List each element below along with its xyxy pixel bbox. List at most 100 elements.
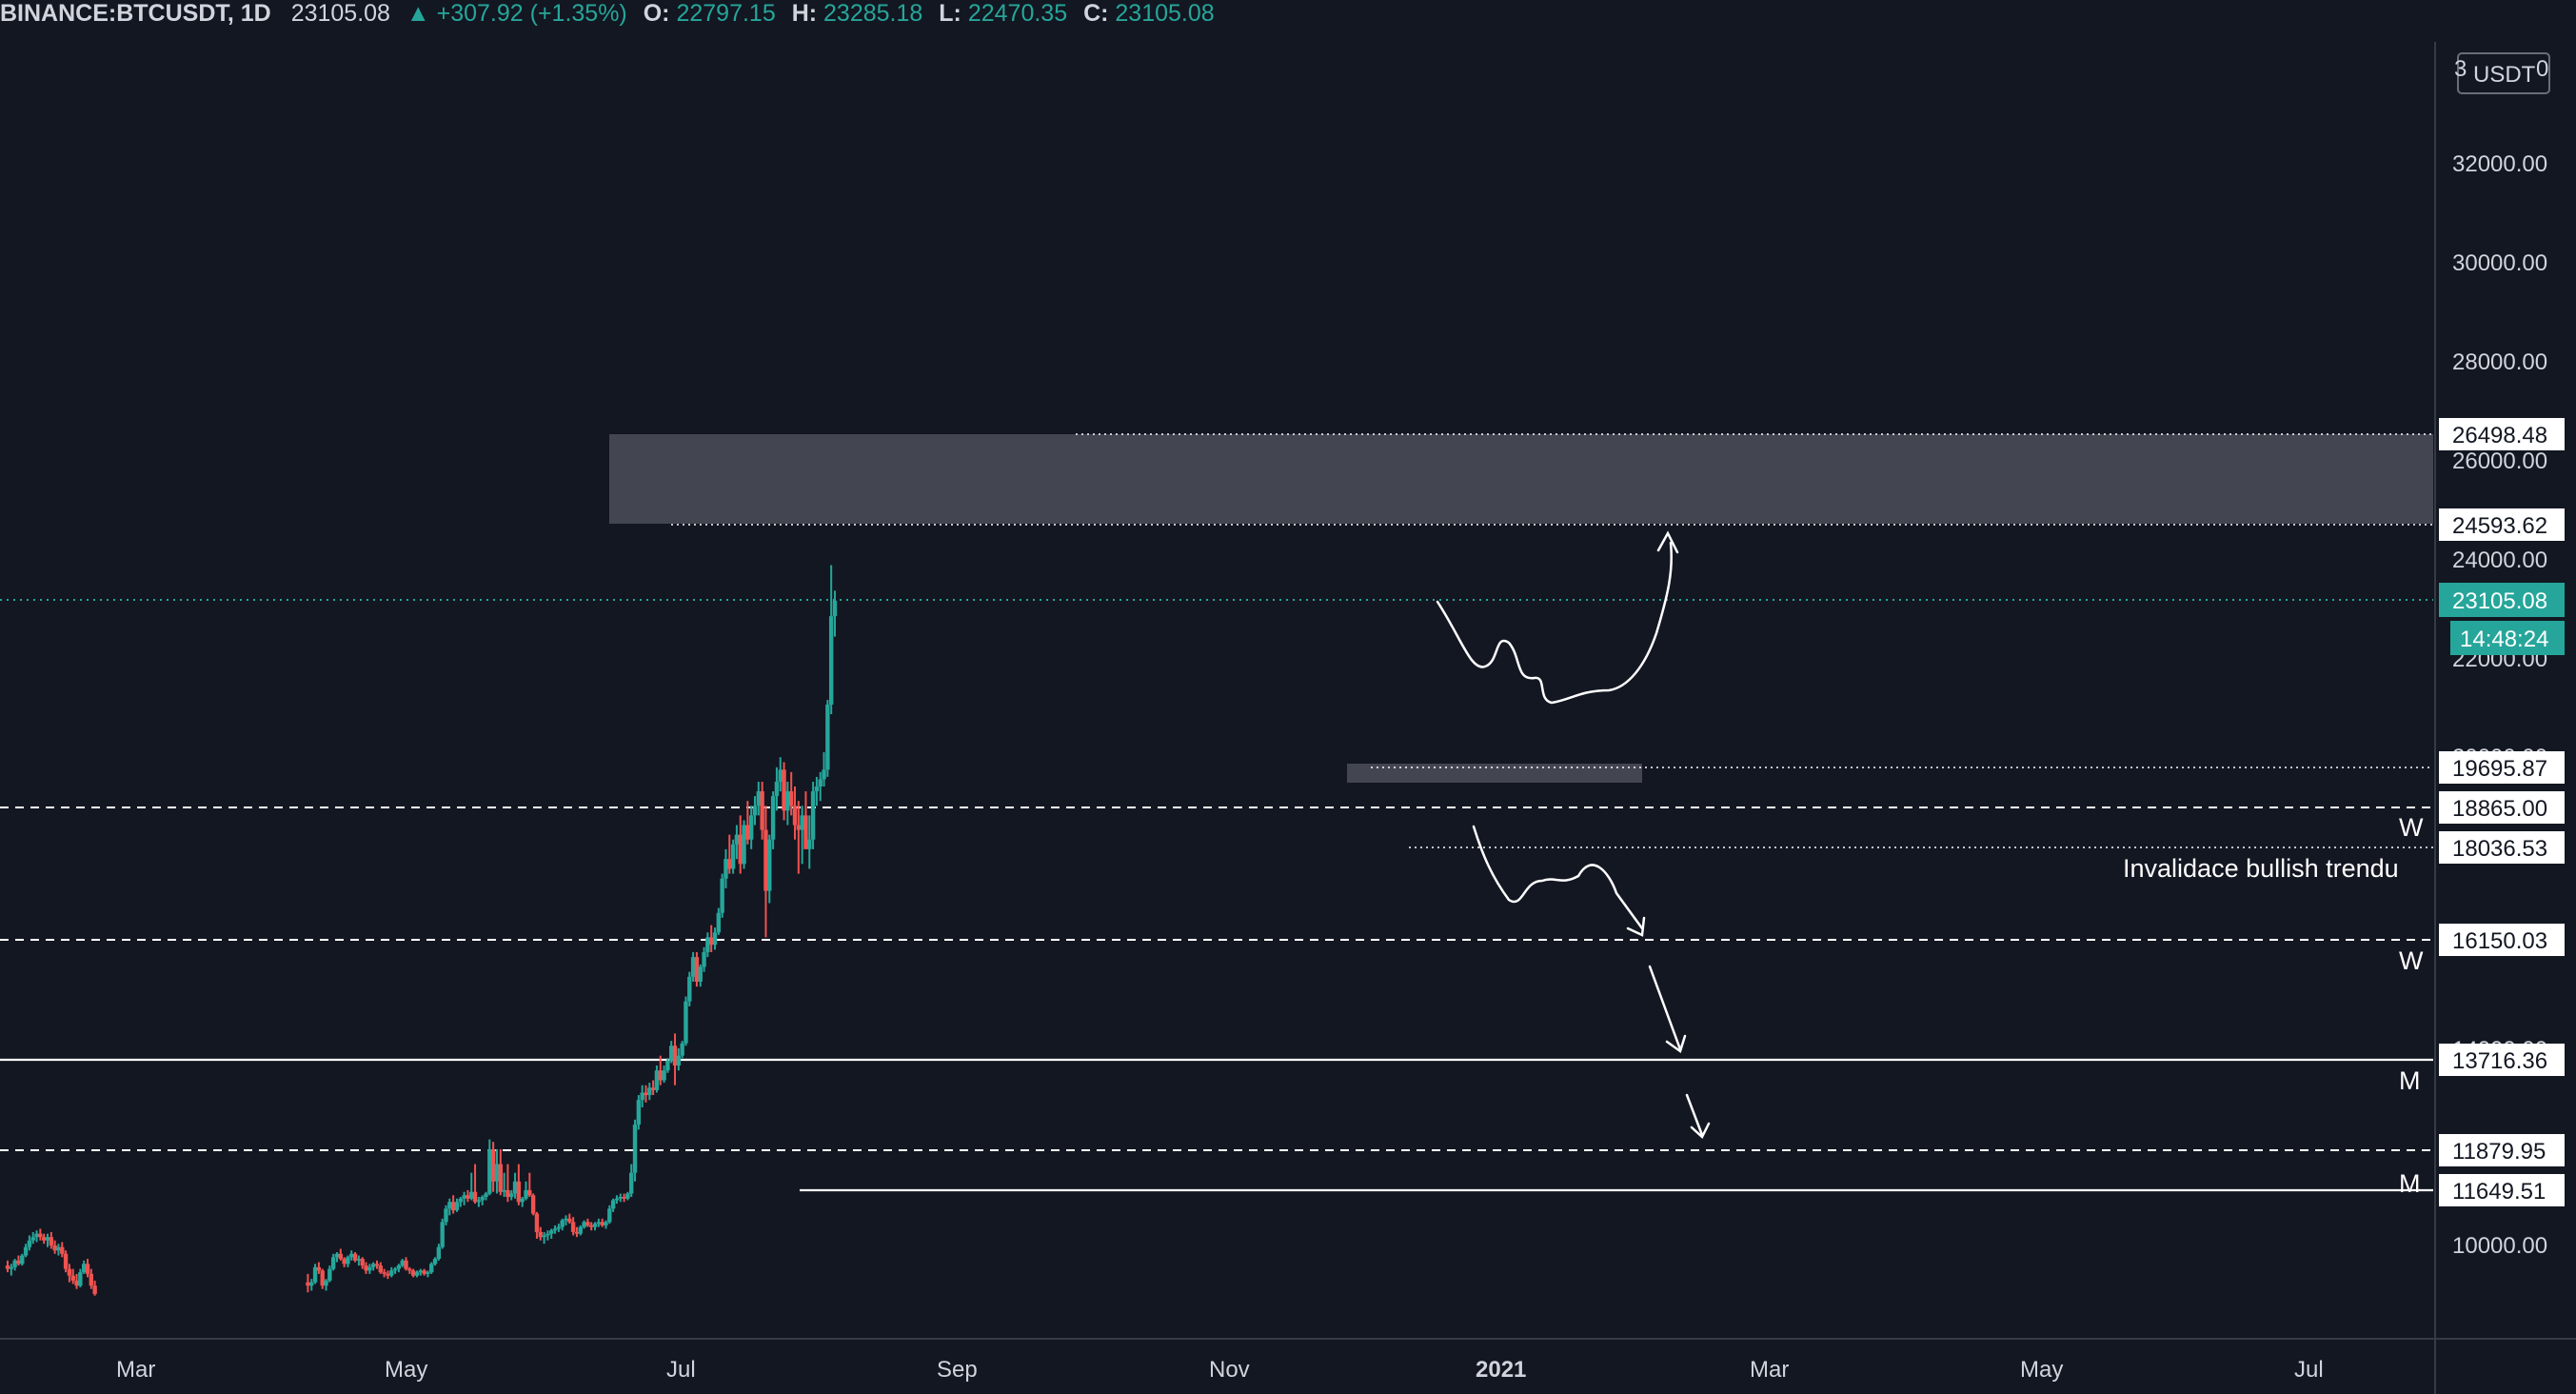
candle-body bbox=[52, 1245, 57, 1251]
candle-body bbox=[67, 1268, 72, 1276]
candle-body bbox=[487, 1148, 492, 1194]
candle-body bbox=[324, 1280, 328, 1286]
candle-body bbox=[560, 1220, 565, 1227]
candle-body bbox=[20, 1255, 25, 1265]
candle-body bbox=[662, 1070, 666, 1081]
candle-body bbox=[578, 1226, 583, 1234]
candle-body bbox=[669, 1046, 674, 1061]
candle-body bbox=[454, 1202, 460, 1211]
candle-body bbox=[604, 1222, 608, 1225]
candle-body bbox=[658, 1070, 663, 1081]
candle-body bbox=[748, 815, 754, 840]
candle-body bbox=[665, 1060, 670, 1071]
level-tag-m1: M bbox=[2399, 1066, 2421, 1095]
currency-button[interactable]: USDT bbox=[2473, 62, 2536, 88]
candle-body bbox=[476, 1200, 482, 1203]
x-tick-label: Jul bbox=[666, 1357, 696, 1383]
candle-body bbox=[684, 1001, 688, 1044]
bull-scenario-path bbox=[1436, 541, 1673, 705]
candle-body bbox=[309, 1282, 314, 1286]
candle-body bbox=[407, 1268, 412, 1271]
bear-arrow-head-2 bbox=[1665, 1034, 1687, 1054]
candle-body bbox=[509, 1193, 514, 1198]
candle-body bbox=[582, 1222, 586, 1227]
supply-zone bbox=[609, 434, 2433, 524]
price-level-label: 24593.62 bbox=[2452, 513, 2547, 539]
candle-body bbox=[444, 1208, 448, 1223]
bear-arrow-3 bbox=[1685, 1093, 1704, 1137]
candle-body bbox=[792, 806, 798, 826]
currency-button-bg[interactable] bbox=[2457, 52, 2550, 94]
candle-body bbox=[607, 1208, 612, 1223]
candle-body bbox=[5, 1265, 10, 1269]
candle-body bbox=[618, 1197, 623, 1199]
candle-body bbox=[614, 1198, 620, 1201]
candle-body bbox=[778, 769, 783, 782]
candle-body bbox=[330, 1257, 336, 1269]
open-value: 22797.15 bbox=[676, 0, 775, 27]
x-tick-label: Jul bbox=[2294, 1357, 2324, 1383]
candle-body bbox=[734, 834, 740, 845]
price-level-badge bbox=[2439, 1044, 2565, 1076]
high-value: 23285.18 bbox=[823, 0, 922, 27]
candle-body bbox=[45, 1237, 50, 1241]
candle-body bbox=[527, 1189, 532, 1196]
x-tick-label: May bbox=[2020, 1357, 2063, 1383]
candle-body bbox=[458, 1198, 463, 1203]
candle-body bbox=[89, 1273, 94, 1286]
candle-body bbox=[538, 1231, 543, 1238]
candle-body bbox=[698, 966, 703, 983]
price-level-label: 19695.87 bbox=[2452, 756, 2547, 782]
last-price-badge-bg bbox=[2439, 583, 2565, 617]
candle-body bbox=[745, 825, 750, 840]
candle-body bbox=[56, 1246, 61, 1251]
candle-body bbox=[16, 1260, 21, 1265]
price-level-badge bbox=[2439, 924, 2565, 956]
level-tag-w1: W bbox=[2399, 813, 2424, 842]
candle-body bbox=[418, 1270, 423, 1273]
candle-body bbox=[38, 1233, 43, 1238]
candle-body bbox=[374, 1264, 380, 1266]
x-tick-label: Mar bbox=[116, 1357, 155, 1383]
candle-body bbox=[785, 791, 790, 811]
x-tick-label: Nov bbox=[1209, 1357, 1250, 1383]
bear-arrow-head-3 bbox=[1690, 1122, 1711, 1140]
candle-body bbox=[828, 616, 834, 705]
candle-body bbox=[760, 791, 764, 830]
currency-button-value-hint: 3 bbox=[2454, 56, 2467, 82]
candle-body bbox=[27, 1240, 32, 1247]
candle-body bbox=[516, 1181, 522, 1203]
high-label: H: bbox=[792, 0, 817, 27]
candle-body bbox=[440, 1222, 445, 1247]
candle-body bbox=[92, 1285, 97, 1294]
candle-body bbox=[567, 1218, 572, 1223]
candle-body bbox=[716, 912, 722, 933]
candle-body bbox=[788, 791, 794, 807]
level-tag-w2: W bbox=[2399, 946, 2424, 975]
candle-body bbox=[30, 1237, 35, 1241]
countdown-badge: 14:48:24 bbox=[2460, 627, 2548, 652]
currency-button-value-hint-2: 0 bbox=[2536, 56, 2548, 82]
price-level-label: 18036.53 bbox=[2452, 836, 2547, 862]
level-labels: 26498.48 24593.62 19695.87 18865.00 18036.53… bbox=[2439, 418, 2565, 1206]
candle-body bbox=[505, 1189, 510, 1198]
price-level-badge bbox=[2439, 1174, 2565, 1206]
bull-arrow-head bbox=[1656, 530, 1679, 554]
last-price-badge: 23105.08 bbox=[2452, 588, 2547, 614]
candle-body bbox=[378, 1265, 383, 1273]
candle-body bbox=[647, 1087, 652, 1096]
candle-body bbox=[490, 1148, 496, 1182]
candle-body bbox=[530, 1195, 536, 1214]
candle-body bbox=[436, 1246, 442, 1260]
candle-body bbox=[730, 844, 736, 869]
candle-body bbox=[636, 1100, 642, 1125]
candle-body bbox=[450, 1202, 456, 1211]
candle-body bbox=[414, 1272, 420, 1276]
candle-body bbox=[822, 769, 826, 780]
candle-body bbox=[549, 1230, 554, 1234]
candle-body bbox=[690, 957, 696, 977]
candle-body bbox=[60, 1246, 65, 1254]
candle-body bbox=[767, 839, 772, 891]
price-level-badge bbox=[2439, 831, 2565, 864]
